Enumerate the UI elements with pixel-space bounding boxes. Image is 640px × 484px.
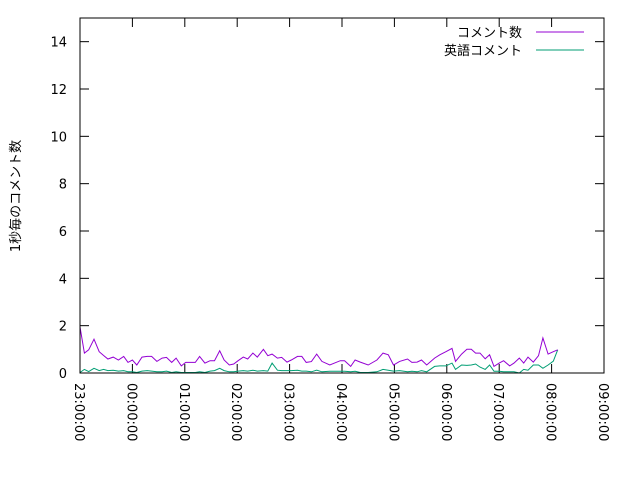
x-tick-label: 23:00:00: [71, 383, 86, 441]
legend-label-english-comments: 英語コメント: [444, 43, 522, 59]
x-tick-label: 06:00:00: [438, 383, 453, 441]
series-line-1: [79, 349, 559, 374]
x-tick-label: 03:00:00: [281, 383, 296, 441]
y-tick-label: 14: [50, 36, 67, 51]
x-tick-label: 08:00:00: [543, 383, 558, 441]
x-tick-label: 07:00:00: [490, 383, 505, 441]
legend: コメント数 英語コメント: [444, 26, 584, 59]
y-tick-label: 4: [59, 272, 67, 287]
y-axis-label: 1秒毎のコメント数: [8, 140, 24, 252]
x-tick-label: 05:00:00: [385, 383, 400, 441]
y-tick-label: 2: [59, 320, 67, 335]
y-tick-label: 6: [59, 225, 67, 240]
y-tick-label: 0: [59, 367, 67, 382]
series-line-0: [79, 326, 558, 368]
x-tick-label: 01:00:00: [176, 383, 191, 441]
y-tick-label: 12: [50, 83, 67, 98]
legend-label-comments: コメント数: [457, 26, 522, 41]
x-tick-label: 02:00:00: [228, 383, 243, 441]
y-tick-label: 8: [59, 178, 67, 193]
plot-border: [79, 17, 605, 374]
x-tick-label: 04:00:00: [333, 383, 348, 441]
y-tick-label: 10: [50, 130, 67, 145]
x-tick-label: 00:00:00: [123, 383, 138, 441]
x-tick-label: 09:00:00: [595, 383, 610, 441]
